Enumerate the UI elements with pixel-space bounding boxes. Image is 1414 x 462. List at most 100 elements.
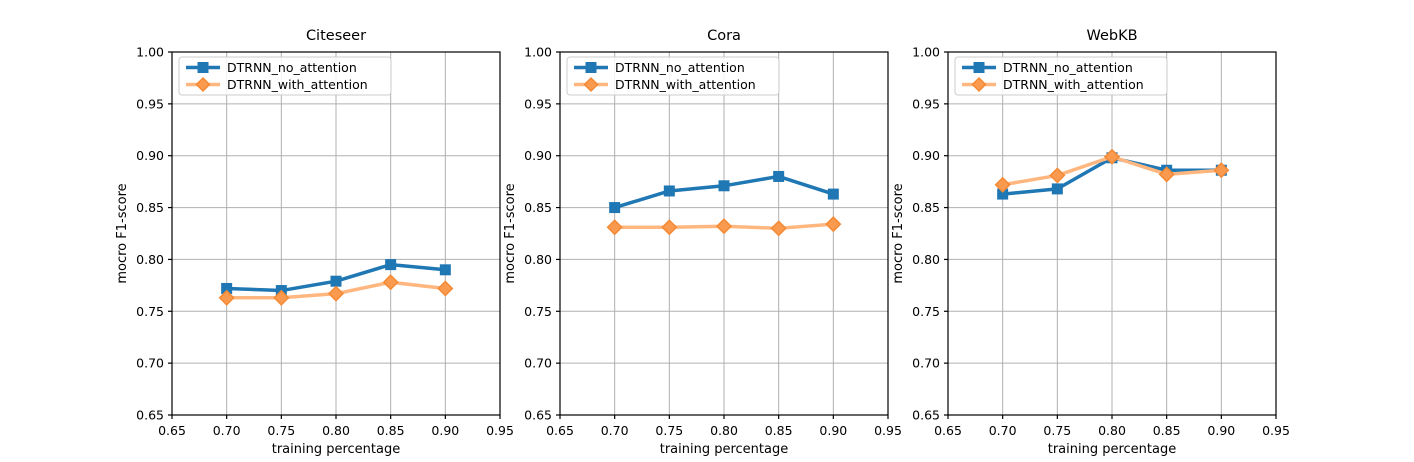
series-DTRNN_no_attention	[609, 170, 839, 214]
subplot-webkb: 0.65 0.70 0.75 0.80 0.85 0.90 0.95 0.65 0.70 0.75…	[891, 28, 1290, 457]
x-tick-label: 0.80	[1098, 423, 1126, 438]
y-tick-label: 0.70	[136, 356, 164, 371]
legend-entry: DTRNN_no_attention	[186, 60, 357, 75]
y-tick-label: 1.00	[524, 45, 552, 60]
square-marker	[439, 264, 451, 276]
subplot-citeseer: 0.65 0.70 0.75 0.80 0.85 0.90 0.95 0.65 0.70 0.75…	[115, 28, 514, 457]
grid	[947, 51, 1277, 416]
x-tick-label: 0.85	[1153, 423, 1181, 438]
square-marker	[330, 275, 342, 287]
legend-box	[178, 56, 392, 96]
diamond-marker	[218, 289, 235, 306]
legend-entry: DTRNN_with_attention	[186, 76, 368, 93]
subplot-title: Cora	[707, 28, 741, 44]
legend: DTRNN_no_attention DTRNN_with_attention	[566, 56, 780, 96]
y-tick-label: 0.75	[912, 304, 940, 319]
diamond-marker	[606, 219, 623, 236]
x-tick-label: 0.65	[158, 423, 186, 438]
legend-label: DTRNN_no_attention	[227, 60, 357, 75]
diamond-marker	[661, 219, 678, 236]
legend-diamond-marker	[583, 76, 599, 93]
diamond-marker	[1158, 166, 1175, 183]
legend-label: DTRNN_no_attention	[615, 60, 745, 75]
subplot-title: Citeseer	[306, 28, 366, 44]
legend-label: DTRNN_no_attention	[1003, 60, 1133, 75]
diamond-marker	[994, 176, 1011, 193]
x-tick-label: 0.85	[377, 423, 405, 438]
diamond-marker	[1213, 162, 1230, 179]
y-tick-label: 1.00	[912, 45, 940, 60]
y-tick-label: 0.80	[524, 252, 552, 267]
series-DTRNN_with_attention	[994, 148, 1230, 193]
legend-entry: DTRNN_no_attention	[962, 60, 1133, 75]
diamond-marker	[273, 289, 290, 306]
legend-square-marker	[585, 62, 597, 73]
diamond-marker	[1049, 167, 1066, 184]
x-tick-label: 0.90	[431, 423, 459, 438]
x-tick-label: 0.95	[486, 423, 514, 438]
y-axis-label: mocro F1-score	[115, 183, 130, 283]
x-tick-label: 0.65	[934, 423, 962, 438]
square-marker	[609, 202, 621, 214]
legend: DTRNN_no_attention DTRNN_with_attention	[178, 56, 392, 96]
legend-label: DTRNN_with_attention	[1003, 77, 1144, 92]
y-tick-label: 0.70	[912, 356, 940, 371]
y-tick-label: 0.65	[912, 408, 940, 423]
legend-entry: DTRNN_with_attention	[962, 76, 1144, 93]
square-marker	[663, 185, 675, 197]
square-marker	[827, 188, 839, 200]
x-axis-label: training percentage	[272, 442, 401, 457]
x-tick-label: 0.70	[601, 423, 629, 438]
square-marker	[718, 180, 730, 192]
legend-label: DTRNN_with_attention	[227, 77, 368, 92]
x-axis-label: training percentage	[660, 442, 789, 457]
legend-diamond-marker	[195, 76, 211, 93]
diamond-marker	[382, 274, 399, 291]
series-DTRNN_with_attention	[218, 274, 454, 306]
legend-label: DTRNN_with_attention	[615, 77, 756, 92]
y-tick-label: 0.90	[912, 148, 940, 163]
legend: DTRNN_no_attention DTRNN_with_attention	[954, 56, 1168, 96]
x-tick-label: 0.95	[874, 423, 902, 438]
diamond-marker	[715, 218, 733, 235]
grid	[171, 51, 501, 416]
x-tick-label: 0.75	[267, 423, 295, 438]
y-tick-label: 0.95	[912, 96, 940, 111]
diamond-marker	[327, 285, 345, 302]
square-marker	[773, 170, 785, 182]
x-tick-label: 0.90	[1207, 423, 1235, 438]
y-axis-label: mocro F1-score	[891, 183, 906, 283]
y-tick-label: 0.65	[524, 408, 552, 423]
y-tick-label: 0.85	[136, 200, 164, 215]
y-tick-label: 0.80	[136, 252, 164, 267]
diamond-marker	[1103, 148, 1121, 165]
square-marker	[1051, 183, 1063, 195]
legend-square-marker	[973, 62, 985, 73]
x-tick-label: 0.95	[1262, 423, 1290, 438]
y-tick-label: 0.95	[524, 96, 552, 111]
x-tick-label: 0.80	[322, 423, 350, 438]
legend-entry: DTRNN_no_attention	[574, 60, 745, 75]
x-tick-label: 0.65	[546, 423, 574, 438]
x-tick-label: 0.75	[1043, 423, 1071, 438]
x-tick-label: 0.90	[819, 423, 847, 438]
y-tick-label: 0.80	[912, 252, 940, 267]
legend-entry: DTRNN_with_attention	[574, 76, 756, 93]
subplot-cora: 0.65 0.70 0.75 0.80 0.85 0.90 0.95 0.65 0.70 0.75…	[503, 28, 902, 457]
x-tick-label: 0.80	[710, 423, 738, 438]
y-axis-label: mocro F1-score	[503, 183, 518, 283]
legend-box	[566, 56, 780, 96]
legend-square-marker	[197, 62, 209, 73]
y-tick-label: 0.85	[912, 200, 940, 215]
y-tick-label: 0.75	[136, 304, 164, 319]
x-tick-label: 0.70	[989, 423, 1017, 438]
diamond-marker	[825, 216, 842, 233]
diamond-marker	[770, 220, 787, 237]
legend-box	[954, 56, 1168, 96]
subplot-title: WebKB	[1086, 28, 1137, 44]
x-axis-label: training percentage	[1048, 442, 1177, 457]
y-tick-label: 1.00	[136, 45, 164, 60]
x-tick-label: 0.75	[655, 423, 683, 438]
y-tick-label: 0.75	[524, 304, 552, 319]
